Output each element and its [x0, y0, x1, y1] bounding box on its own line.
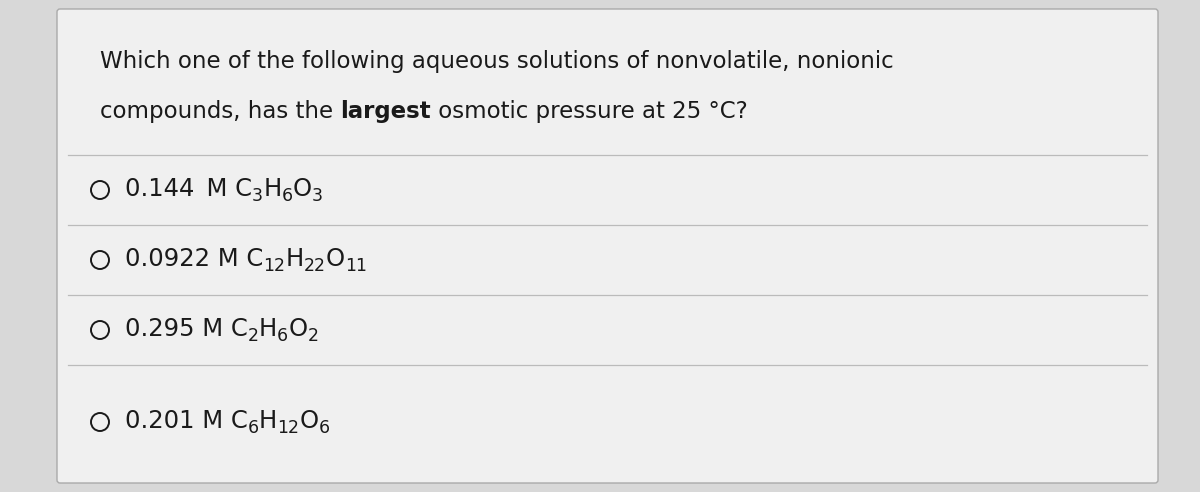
Text: 2: 2	[307, 327, 318, 345]
Text: largest: largest	[341, 100, 431, 123]
FancyBboxPatch shape	[58, 9, 1158, 483]
Text: O: O	[325, 247, 344, 271]
Text: 0.295 M C: 0.295 M C	[125, 317, 248, 341]
Text: 12: 12	[277, 419, 299, 437]
Text: osmotic pressure at 25 °C?: osmotic pressure at 25 °C?	[431, 100, 748, 123]
Text: Which one of the following aqueous solutions of nonvolatile, nonionic: Which one of the following aqueous solut…	[100, 50, 894, 73]
Text: 12: 12	[263, 257, 286, 275]
Text: 11: 11	[344, 257, 367, 275]
Text: 0.144 M C: 0.144 M C	[125, 177, 252, 201]
Text: 3: 3	[252, 187, 263, 205]
Text: H: H	[263, 177, 281, 201]
Text: H: H	[259, 409, 277, 433]
Text: 6: 6	[248, 419, 259, 437]
Text: 3: 3	[312, 187, 323, 205]
Text: O: O	[288, 317, 307, 341]
Text: 0.0922 M C: 0.0922 M C	[125, 247, 263, 271]
Text: 6: 6	[277, 327, 288, 345]
Text: O: O	[299, 409, 318, 433]
Text: compounds, has the: compounds, has the	[100, 100, 341, 123]
Text: 2: 2	[248, 327, 259, 345]
Text: H: H	[259, 317, 277, 341]
Text: O: O	[293, 177, 312, 201]
Text: 6: 6	[281, 187, 293, 205]
Text: 22: 22	[304, 257, 325, 275]
Text: H: H	[286, 247, 304, 271]
Text: 0.201 M C: 0.201 M C	[125, 409, 248, 433]
Text: 6: 6	[318, 419, 330, 437]
